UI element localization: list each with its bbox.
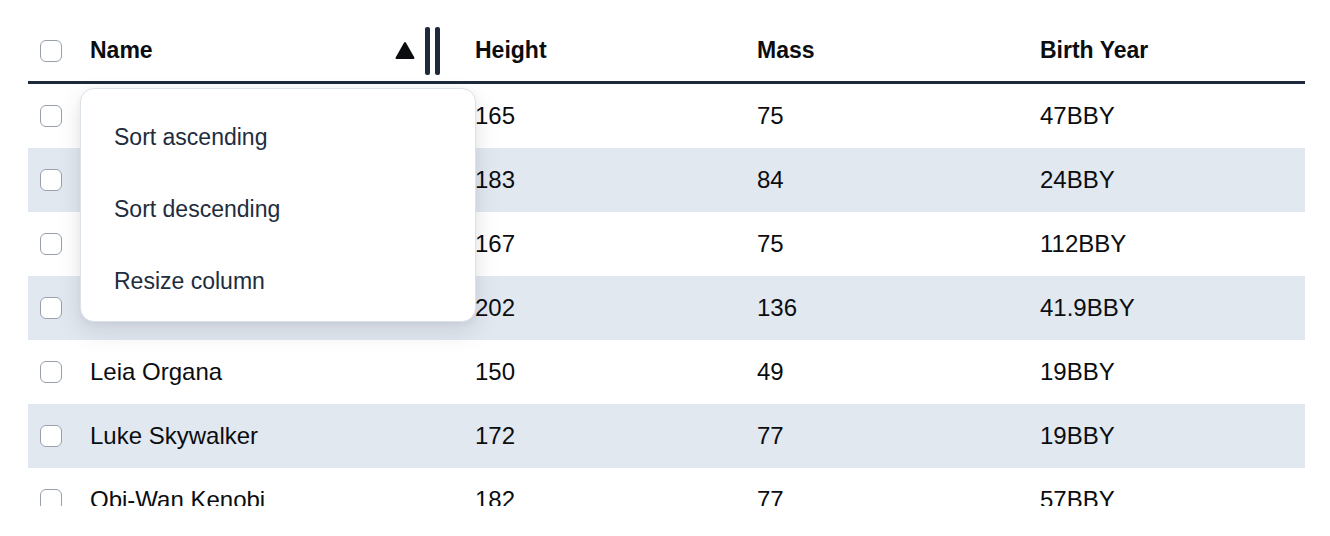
cell-mass: 75 (757, 102, 1040, 130)
row-checkbox[interactable] (40, 361, 62, 383)
column-header-height-label: Height (475, 37, 547, 63)
column-header-name-label: Name (90, 37, 153, 63)
row-checkbox[interactable] (40, 105, 62, 127)
table-header-row: Name Height Mass Birth Year (28, 0, 1305, 84)
column-header-name[interactable]: Name (90, 37, 475, 64)
menu-item-label: Sort ascending (114, 124, 267, 151)
column-header-mass-label: Mass (757, 37, 815, 63)
table-row: Obi-Wan Kenobi 182 77 57BBY (28, 468, 1305, 506)
menu-item-resize-column[interactable]: Resize column (81, 245, 475, 317)
cell-birth-year: 57BBY (1040, 486, 1305, 506)
cell-name: Leia Organa (90, 358, 475, 386)
row-checkbox[interactable] (40, 425, 62, 447)
row-checkbox[interactable] (40, 169, 62, 191)
cell-height: 165 (475, 102, 757, 130)
cell-mass: 136 (757, 294, 1040, 322)
menu-item-label: Resize column (114, 268, 265, 295)
menu-item-label: Sort descending (114, 196, 280, 223)
cell-height: 183 (475, 166, 757, 194)
cell-height: 202 (475, 294, 757, 322)
cell-birth-year: 19BBY (1040, 422, 1305, 450)
cell-height: 182 (475, 486, 757, 506)
select-all-checkbox[interactable] (40, 40, 62, 62)
cell-birth-year: 19BBY (1040, 358, 1305, 386)
column-header-mass[interactable]: Mass (757, 37, 1040, 64)
sort-ascending-indicator-icon (395, 39, 415, 58)
menu-item-sort-descending[interactable]: Sort descending (81, 173, 475, 245)
column-resize-handle-icon[interactable] (425, 27, 440, 75)
column-context-menu: Sort ascending Sort descending Resize co… (80, 88, 476, 322)
resize-bar-left (425, 27, 430, 75)
column-header-birth-year[interactable]: Birth Year (1040, 37, 1305, 64)
resize-bar-right (435, 27, 440, 75)
cell-birth-year: 112BBY (1040, 230, 1305, 258)
column-header-height[interactable]: Height (475, 37, 757, 64)
row-checkbox[interactable] (40, 297, 62, 319)
table-row: Luke Skywalker 172 77 19BBY (28, 404, 1305, 468)
column-header-birth-year-label: Birth Year (1040, 37, 1148, 63)
cell-mass: 84 (757, 166, 1040, 194)
cell-name: Luke Skywalker (90, 422, 475, 450)
cell-birth-year: 41.9BBY (1040, 294, 1305, 322)
cell-mass: 77 (757, 486, 1040, 506)
cell-height: 167 (475, 230, 757, 258)
cell-height: 150 (475, 358, 757, 386)
cell-mass: 75 (757, 230, 1040, 258)
cell-birth-year: 47BBY (1040, 102, 1305, 130)
cell-height: 172 (475, 422, 757, 450)
menu-item-sort-ascending[interactable]: Sort ascending (81, 101, 475, 173)
table-row: Leia Organa 150 49 19BBY (28, 340, 1305, 404)
header-select-cell (28, 40, 90, 62)
cell-name: Obi-Wan Kenobi (90, 486, 475, 506)
row-checkbox[interactable] (40, 233, 62, 255)
cell-mass: 77 (757, 422, 1040, 450)
cell-mass: 49 (757, 358, 1040, 386)
row-checkbox[interactable] (40, 489, 62, 506)
cell-birth-year: 24BBY (1040, 166, 1305, 194)
